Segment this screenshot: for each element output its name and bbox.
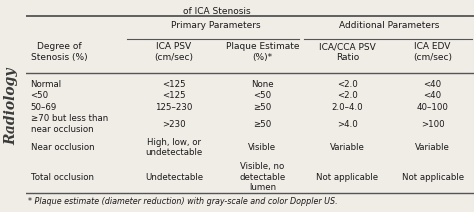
Text: ≥50: ≥50 (253, 103, 272, 112)
Text: of ICA Stenosis: of ICA Stenosis (183, 7, 250, 16)
Text: Plaque Estimate
(%)*: Plaque Estimate (%)* (226, 42, 299, 62)
Text: <50: <50 (253, 91, 272, 100)
Text: ≥50: ≥50 (253, 120, 272, 128)
Text: * Plaque estimate (diameter reduction) with gray-scale and color Doppler US.: * Plaque estimate (diameter reduction) w… (28, 197, 338, 206)
Text: <2.0: <2.0 (337, 80, 358, 89)
Text: ICA EDV
(cm/sec): ICA EDV (cm/sec) (413, 42, 452, 62)
Text: 125–230: 125–230 (155, 103, 192, 112)
Text: ≥70 but less than
near occlusion: ≥70 but less than near occlusion (30, 114, 108, 134)
Text: >4.0: >4.0 (337, 120, 358, 128)
Text: ICA PSV
(cm/sec): ICA PSV (cm/sec) (155, 42, 193, 62)
Text: <40: <40 (423, 91, 442, 100)
Text: <40: <40 (423, 80, 442, 89)
Text: <50: <50 (30, 91, 49, 100)
Text: Near occlusion: Near occlusion (30, 143, 94, 152)
Text: Additional Parameters: Additional Parameters (339, 21, 439, 30)
Text: >100: >100 (421, 120, 445, 128)
Text: Undetectable: Undetectable (145, 173, 203, 181)
Text: Radiology: Radiology (5, 67, 19, 145)
Text: Primary Parameters: Primary Parameters (171, 21, 260, 30)
Text: <125: <125 (162, 80, 186, 89)
Text: <125: <125 (162, 91, 186, 100)
Text: Variable: Variable (415, 143, 450, 152)
Text: <2.0: <2.0 (337, 91, 358, 100)
Text: High, low, or
undetectable: High, low, or undetectable (145, 138, 202, 157)
Text: Normal: Normal (30, 80, 62, 89)
Text: Not applicable: Not applicable (401, 173, 464, 181)
Text: Not applicable: Not applicable (317, 173, 379, 181)
Text: None: None (251, 80, 273, 89)
Text: 2.0–4.0: 2.0–4.0 (332, 103, 363, 112)
Text: Total occlusion: Total occlusion (30, 173, 93, 181)
Text: 40–100: 40–100 (417, 103, 448, 112)
Text: >230: >230 (162, 120, 186, 128)
Text: Variable: Variable (330, 143, 365, 152)
Text: ICA/CCA PSV
Ratio: ICA/CCA PSV Ratio (319, 42, 376, 62)
Text: Degree of
Stenosis (%): Degree of Stenosis (%) (30, 42, 87, 62)
Text: 50–69: 50–69 (30, 103, 57, 112)
Text: Visible: Visible (248, 143, 276, 152)
Text: Visible, no
detectable
lumen: Visible, no detectable lumen (239, 162, 285, 192)
